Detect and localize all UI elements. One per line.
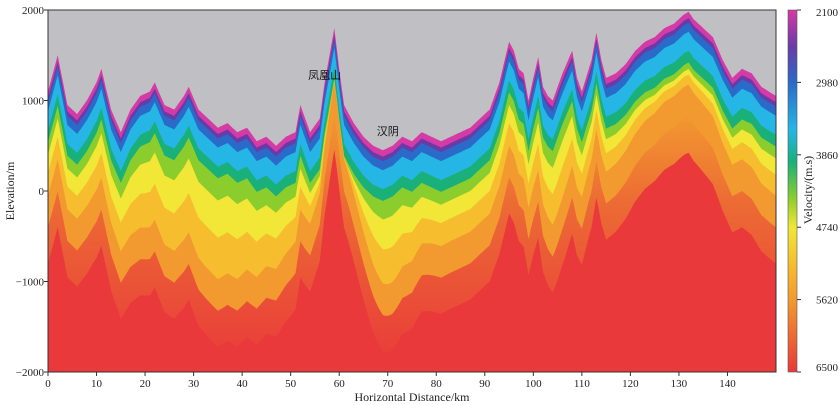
x-tick-label: 100 [525, 378, 542, 390]
x-tick-label: 120 [622, 378, 639, 390]
colorbar-tick-label: 4740 [816, 222, 839, 234]
layer-v6500 [48, 149, 776, 372]
colorbar-tick-label: 6500 [816, 362, 839, 374]
velocity-layers [48, 11, 776, 372]
x-tick-label: 70 [382, 378, 394, 390]
colorbar-scale [787, 9, 798, 373]
colorbar-tick-label: 2100 [816, 7, 839, 19]
x-tick-label: 50 [285, 378, 297, 390]
annotation-label: 凤凰山 [308, 69, 341, 82]
y-tick-label: −2000 [16, 367, 45, 379]
x-tick-label: 60 [334, 378, 346, 390]
x-tick-label: 90 [479, 378, 491, 390]
y-axis-title: Elevation/m [3, 161, 17, 220]
colorbar-tick-label: 5620 [816, 295, 839, 307]
y-tick-label: 1000 [22, 96, 45, 108]
x-axis: 0 10 20 30 40 50 60 70 80 90 100 110 120 130 140 [45, 372, 736, 390]
x-tick-label: 130 [671, 378, 688, 390]
x-tick-label: 80 [431, 378, 443, 390]
colorbar-title: Velocity/(m.s) [801, 156, 815, 224]
colorbar-tick-label: 3860 [816, 150, 839, 162]
x-tick-label: 20 [140, 378, 152, 390]
x-tick-label: 110 [574, 378, 591, 390]
y-axis: 2000 1000 0 −1000 −2000 [16, 5, 48, 379]
x-tick-label: 30 [188, 378, 200, 390]
x-tick-label: 40 [237, 378, 249, 390]
colorbar-tick-label: 2980 [816, 77, 839, 89]
x-tick-label: 10 [91, 378, 103, 390]
plot-area [47, 9, 777, 373]
annotation-label: 汉阴 [377, 125, 399, 138]
colorbar-ticks: 2100 2980 3860 4740 5620 6500 [797, 7, 839, 374]
y-tick-label: 2000 [22, 5, 45, 17]
x-axis-title: Horizontal Distance/km [355, 390, 471, 404]
x-tick-label: 140 [719, 378, 736, 390]
y-tick-label: 0 [39, 186, 45, 198]
y-tick-label: −1000 [16, 277, 45, 289]
x-tick-label: 0 [45, 378, 51, 390]
colorbar: 2100 2980 3860 4740 5620 6500 Velocity/(m.s) [787, 7, 839, 374]
